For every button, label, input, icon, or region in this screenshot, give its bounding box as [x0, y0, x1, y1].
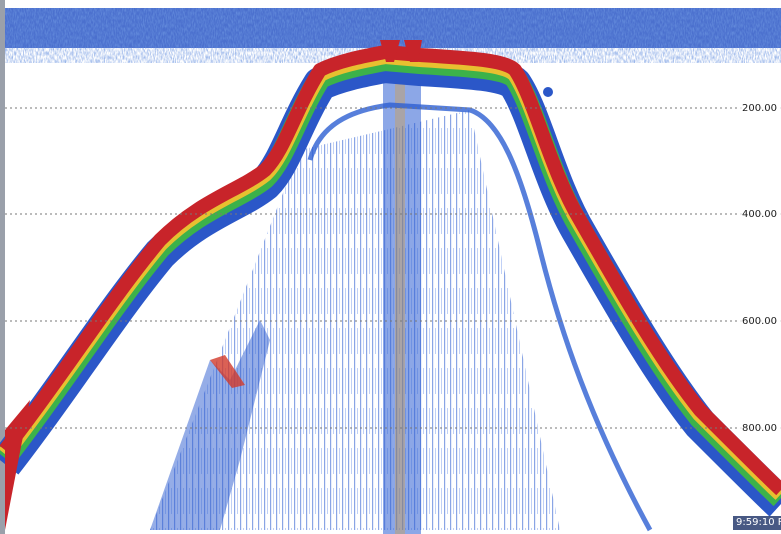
center-column-core — [395, 60, 405, 534]
timestamp: 9:59:10 PM — [733, 516, 781, 530]
depth-label: 600.00 m — [740, 315, 781, 328]
echogram-view: 200.00 m 400.00 m 600.00 m 800.00 m 9:59… — [0, 0, 781, 534]
depth-label: 800.00 m — [740, 422, 781, 435]
depth-label: 400.00 m — [740, 208, 781, 221]
depth-label: 200.00 m — [740, 102, 781, 115]
target — [543, 87, 553, 97]
echogram — [0, 0, 781, 534]
